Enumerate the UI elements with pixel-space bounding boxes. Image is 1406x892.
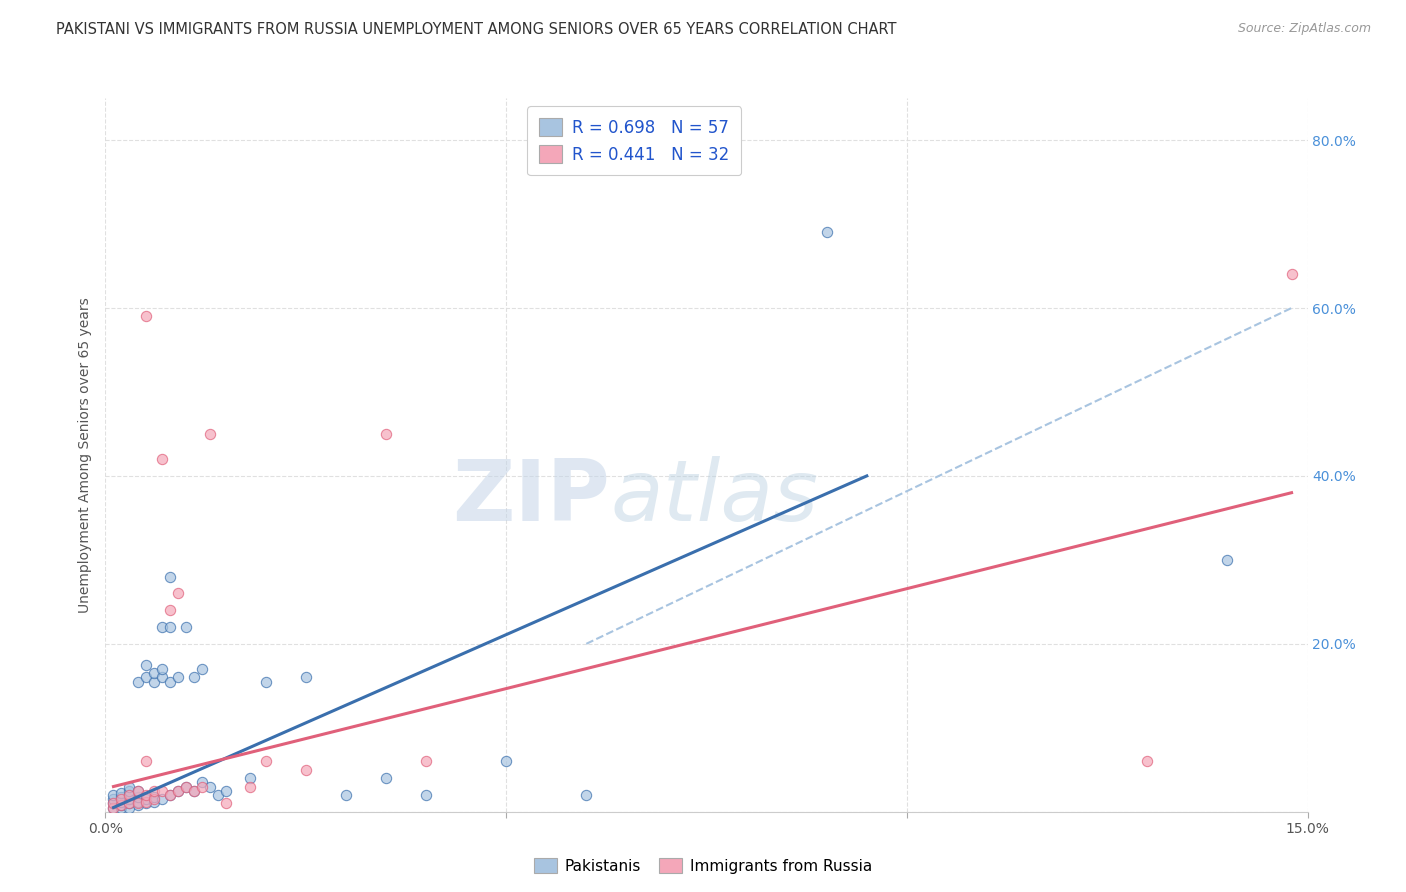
Point bbox=[190, 662, 212, 676]
Point bbox=[174, 620, 197, 634]
Point bbox=[127, 789, 149, 804]
Text: atlas: atlas bbox=[610, 456, 818, 540]
Point bbox=[207, 788, 229, 802]
Point bbox=[110, 797, 132, 812]
Point bbox=[335, 788, 357, 802]
Point bbox=[150, 792, 173, 806]
Point bbox=[103, 797, 125, 811]
Point bbox=[103, 800, 125, 814]
Y-axis label: Unemployment Among Seniors over 65 years: Unemployment Among Seniors over 65 years bbox=[79, 297, 93, 613]
Text: ZIP: ZIP bbox=[453, 456, 610, 540]
Point bbox=[135, 657, 157, 672]
Point bbox=[150, 662, 173, 676]
Point bbox=[166, 783, 188, 797]
Point bbox=[135, 792, 157, 806]
Point bbox=[135, 795, 157, 809]
Point bbox=[159, 603, 181, 617]
Point bbox=[110, 797, 132, 812]
Point bbox=[159, 569, 181, 583]
Point bbox=[118, 780, 141, 794]
Point bbox=[135, 310, 157, 324]
Point bbox=[1216, 553, 1239, 567]
Legend: Pakistanis, Immigrants from Russia: Pakistanis, Immigrants from Russia bbox=[527, 852, 879, 880]
Legend: R = 0.698   N = 57, R = 0.441   N = 32: R = 0.698 N = 57, R = 0.441 N = 32 bbox=[527, 106, 741, 176]
Point bbox=[183, 670, 205, 684]
Point bbox=[110, 800, 132, 814]
Point bbox=[159, 620, 181, 634]
Point bbox=[127, 674, 149, 689]
Point bbox=[495, 755, 517, 769]
Point bbox=[239, 771, 262, 785]
Point bbox=[198, 780, 221, 794]
Point bbox=[118, 792, 141, 806]
Point bbox=[110, 789, 132, 804]
Point bbox=[103, 788, 125, 802]
Point bbox=[254, 674, 277, 689]
Point bbox=[127, 783, 149, 797]
Point bbox=[142, 789, 165, 804]
Point bbox=[142, 795, 165, 809]
Point bbox=[118, 788, 141, 802]
Point bbox=[142, 666, 165, 681]
Text: Source: ZipAtlas.com: Source: ZipAtlas.com bbox=[1237, 22, 1371, 36]
Point bbox=[127, 783, 149, 797]
Point bbox=[183, 783, 205, 797]
Point bbox=[415, 788, 437, 802]
Point bbox=[135, 788, 157, 802]
Point bbox=[135, 670, 157, 684]
Point bbox=[150, 670, 173, 684]
Point bbox=[190, 780, 212, 794]
Point bbox=[159, 788, 181, 802]
Point bbox=[159, 674, 181, 689]
Point bbox=[118, 783, 141, 797]
Point bbox=[150, 783, 173, 797]
Text: PAKISTANI VS IMMIGRANTS FROM RUSSIA UNEMPLOYMENT AMONG SENIORS OVER 65 YEARS COR: PAKISTANI VS IMMIGRANTS FROM RUSSIA UNEM… bbox=[56, 22, 897, 37]
Point bbox=[190, 775, 212, 789]
Point bbox=[135, 797, 157, 811]
Point bbox=[575, 788, 598, 802]
Point bbox=[110, 792, 132, 806]
Point bbox=[295, 763, 318, 777]
Point bbox=[183, 783, 205, 797]
Point bbox=[295, 670, 318, 684]
Point bbox=[150, 452, 173, 467]
Point bbox=[127, 795, 149, 809]
Point bbox=[103, 797, 125, 811]
Point bbox=[214, 797, 236, 811]
Point bbox=[815, 226, 838, 240]
Point bbox=[374, 426, 398, 441]
Point bbox=[1136, 755, 1159, 769]
Point bbox=[118, 788, 141, 802]
Point bbox=[142, 783, 165, 797]
Point bbox=[118, 800, 141, 814]
Point bbox=[103, 792, 125, 806]
Point bbox=[118, 797, 141, 811]
Point bbox=[118, 797, 141, 811]
Point bbox=[1281, 268, 1303, 282]
Point bbox=[415, 755, 437, 769]
Point bbox=[166, 586, 188, 600]
Point bbox=[103, 800, 125, 814]
Point bbox=[150, 620, 173, 634]
Point bbox=[174, 780, 197, 794]
Point bbox=[127, 797, 149, 811]
Point bbox=[198, 426, 221, 441]
Point bbox=[214, 783, 236, 797]
Point bbox=[239, 780, 262, 794]
Point bbox=[166, 783, 188, 797]
Point bbox=[142, 674, 165, 689]
Point bbox=[142, 792, 165, 806]
Point bbox=[159, 788, 181, 802]
Point bbox=[135, 755, 157, 769]
Point bbox=[174, 780, 197, 794]
Point bbox=[110, 795, 132, 809]
Point bbox=[127, 797, 149, 812]
Point bbox=[110, 786, 132, 800]
Point bbox=[254, 755, 277, 769]
Point bbox=[166, 670, 188, 684]
Point bbox=[374, 771, 398, 785]
